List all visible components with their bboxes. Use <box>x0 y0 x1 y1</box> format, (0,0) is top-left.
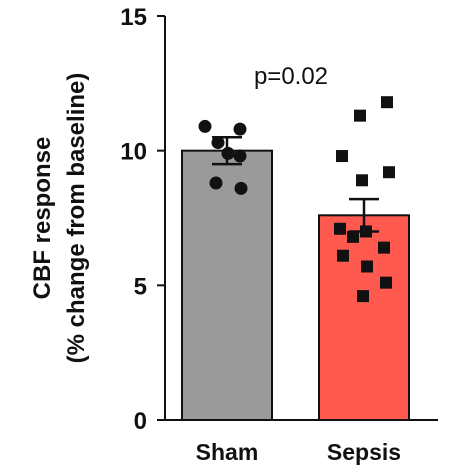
sham-data-point <box>209 176 223 190</box>
sepsis-data-point <box>356 174 368 187</box>
sham-data-point <box>234 181 248 195</box>
sepsis-data-point <box>361 260 373 273</box>
y-axis-label-line-2: (% change from baseline) <box>63 73 90 364</box>
sepsis-data-point <box>347 230 359 243</box>
sham-data-point <box>198 119 212 133</box>
sepsis-data-point <box>381 96 393 109</box>
points-layer <box>198 96 395 303</box>
y-tick-label: 15 <box>120 4 147 31</box>
sham-data-point <box>221 146 235 160</box>
sepsis-data-point <box>383 166 395 179</box>
category-label-sham: Sham <box>196 439 259 465</box>
y-tick-label: 0 <box>134 408 147 435</box>
y-axis-label-line-1: CBF response <box>29 137 56 300</box>
category-label-sepsis: Sepsis <box>327 439 401 465</box>
sepsis-data-point <box>354 109 366 122</box>
y-tick-label: 5 <box>134 273 147 300</box>
sham-data-point <box>233 149 247 163</box>
sham-data-point <box>233 122 247 136</box>
sepsis-bar <box>318 214 410 421</box>
sepsis-data-point <box>378 241 390 254</box>
bars-layer <box>181 149 410 422</box>
sepsis-data-point <box>334 222 346 235</box>
y-tick-label: 10 <box>120 139 147 166</box>
sham-data-point <box>211 136 225 150</box>
sepsis-data-point <box>357 290 369 303</box>
sepsis-data-point <box>360 225 372 238</box>
labels-layer: 0 5 10 15 CBF response (% change from baselin… <box>29 4 401 465</box>
sepsis-data-point <box>380 276 392 289</box>
p-value-annotation: p=0.02 <box>254 63 328 90</box>
sepsis-data-point <box>336 150 348 163</box>
sepsis-data-point <box>337 249 349 262</box>
sham-bar <box>181 149 273 422</box>
